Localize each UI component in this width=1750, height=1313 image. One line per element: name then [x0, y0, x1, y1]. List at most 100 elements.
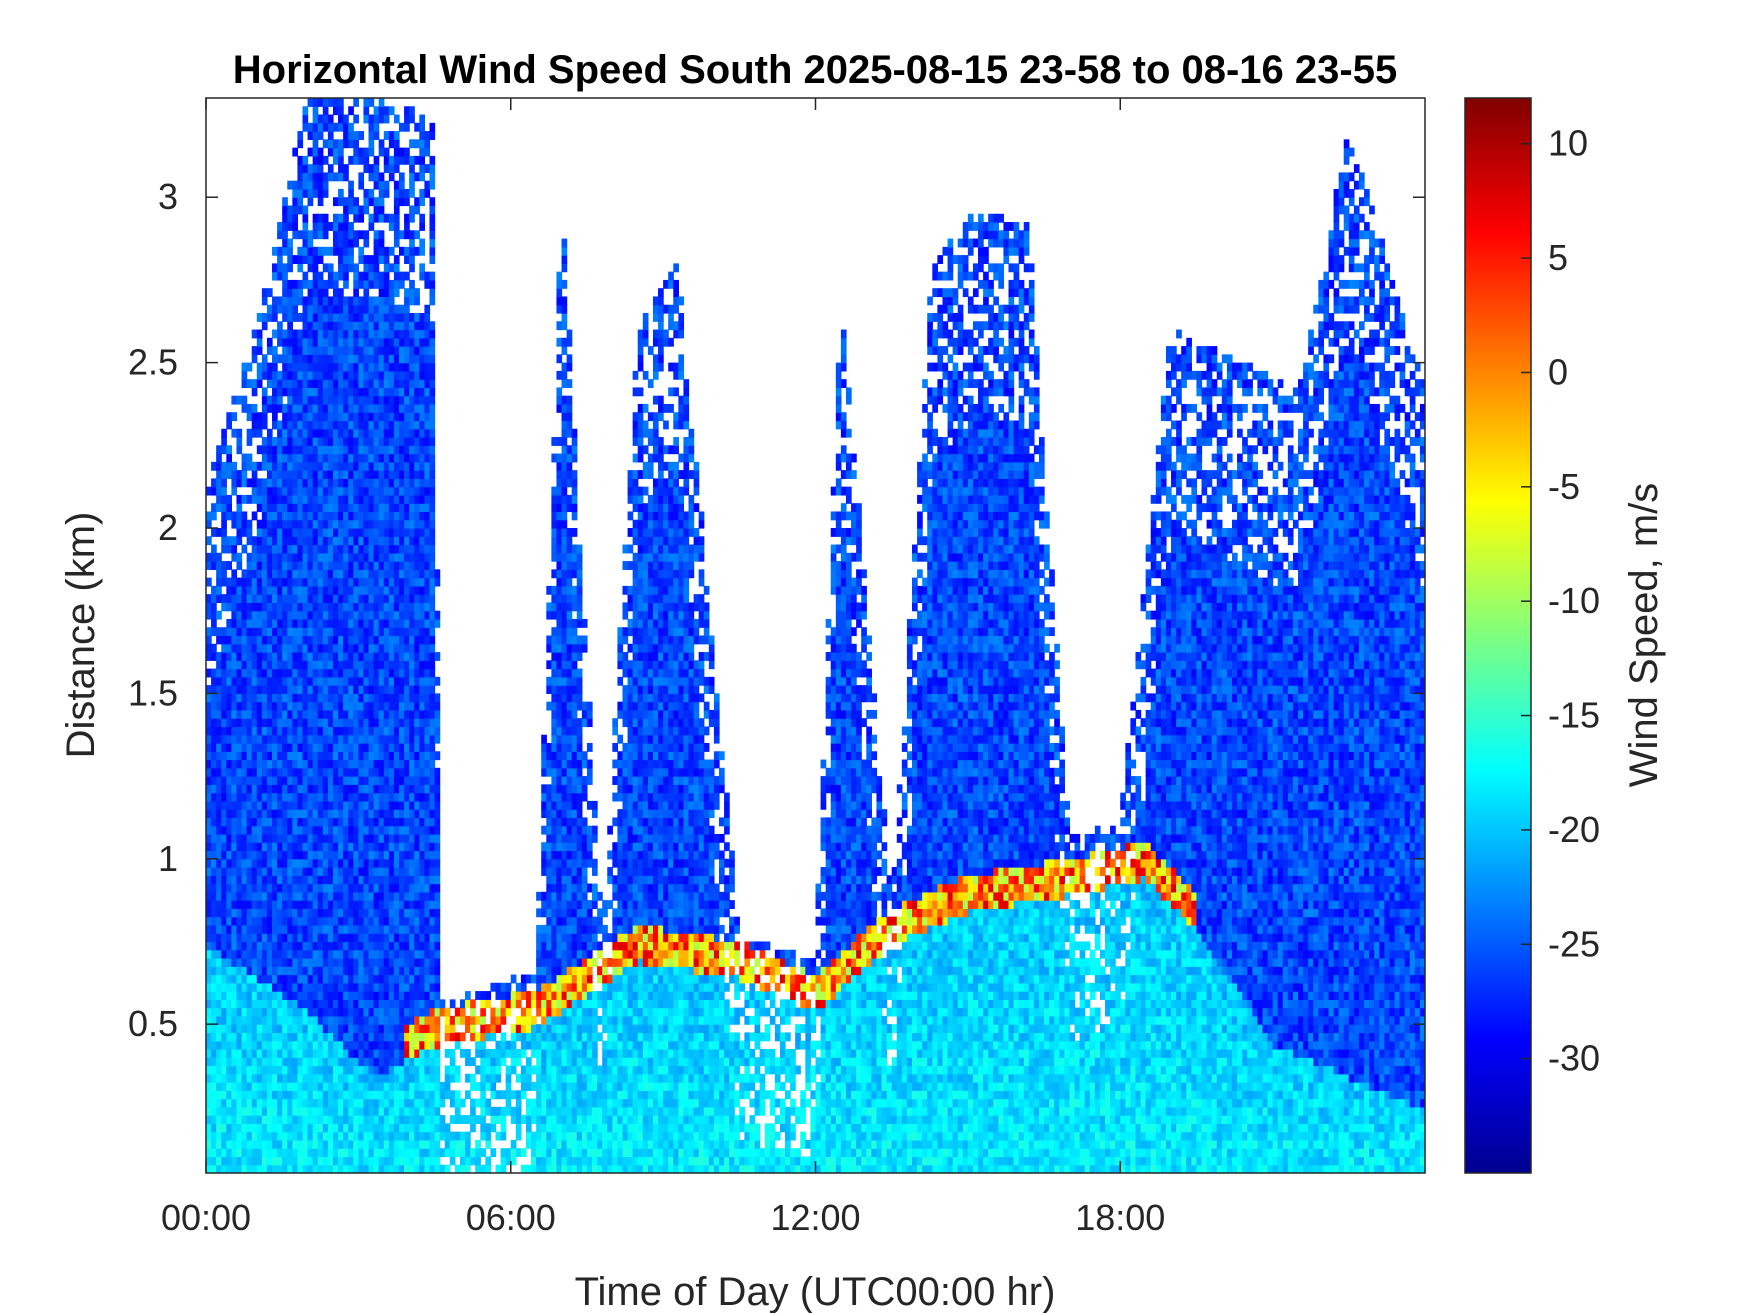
heatmap-cell: [312, 602, 319, 612]
heatmap-cell: [332, 1032, 339, 1042]
heatmap-cell: [378, 767, 385, 777]
heatmap-cell: [348, 561, 354, 570]
heatmap-cell: [246, 924, 253, 934]
heatmap-cell: [241, 850, 248, 860]
heatmap-cell: [388, 900, 395, 909]
heatmap-cell: [272, 1131, 278, 1141]
heatmap-cell: [307, 1057, 314, 1067]
heatmap-cell: [393, 453, 400, 463]
heatmap-cell: [241, 991, 248, 1000]
heatmap-cell: [399, 528, 405, 537]
heatmap-cell: [353, 850, 359, 860]
heatmap-cell: [338, 552, 344, 562]
heatmap-cell: [282, 569, 288, 579]
heatmap-cell: [287, 875, 293, 885]
heatmap-cell: [368, 833, 375, 843]
heatmap-cell: [322, 395, 329, 405]
heatmap-cell: [393, 494, 400, 504]
heatmap-cell: [292, 958, 299, 967]
heatmap-cell: [393, 867, 400, 876]
heatmap-cell: [404, 767, 410, 777]
heatmap-cell: [312, 759, 319, 769]
heatmap-cell: [409, 1024, 415, 1034]
heatmap-cell: [429, 709, 436, 719]
heatmap-cell: [241, 982, 248, 992]
heatmap-cell: [378, 916, 385, 926]
heatmap-cell: [383, 445, 390, 455]
heatmap-cell: [409, 370, 415, 380]
heatmap-cell: [368, 1007, 375, 1017]
heatmap-cell: [404, 618, 410, 628]
heatmap-cell: [338, 1164, 344, 1173]
heatmap-cell: [409, 453, 415, 463]
heatmap-cell: [373, 561, 380, 570]
heatmap-cell: [236, 1123, 243, 1133]
heatmap-cell: [429, 842, 436, 852]
heatmap-cell: [393, 213, 400, 223]
heatmap-cell: [277, 246, 283, 256]
heatmap-cell: [373, 519, 380, 529]
heatmap-cell: [246, 1048, 253, 1058]
heatmap-cell: [332, 1164, 339, 1173]
heatmap-cell: [409, 461, 415, 471]
heatmap-cell: [302, 569, 309, 579]
heatmap-cell: [388, 800, 395, 810]
heatmap-cell: [332, 652, 339, 661]
heatmap-cell: [226, 743, 232, 752]
heatmap-cell: [302, 503, 309, 513]
heatmap-cell: [231, 643, 238, 653]
heatmap-cell: [287, 751, 293, 761]
heatmap-cell: [414, 346, 420, 355]
heatmap-cell: [404, 552, 410, 562]
heatmap-cell: [409, 1048, 415, 1058]
heatmap-cell: [348, 494, 354, 504]
heatmap-cell: [272, 1082, 278, 1091]
heatmap-cell: [373, 924, 380, 934]
heatmap-cell: [424, 800, 431, 810]
heatmap-cell: [292, 445, 299, 455]
heatmap-cell: [373, 618, 380, 628]
heatmap-cell: [317, 949, 324, 959]
heatmap-cell: [353, 337, 359, 347]
heatmap-cell: [322, 329, 329, 339]
heatmap-cell: [226, 941, 232, 951]
heatmap-cell: [409, 1007, 415, 1017]
heatmap-cell: [378, 379, 385, 389]
heatmap-cell: [282, 908, 288, 918]
heatmap-cell: [307, 958, 314, 967]
heatmap-cell: [327, 974, 334, 984]
heatmap-cell: [348, 346, 354, 355]
heatmap-cell: [393, 974, 400, 984]
heatmap-cell: [302, 230, 309, 240]
heatmap-cell: [348, 743, 354, 752]
heatmap-cell: [236, 759, 243, 769]
heatmap-cell: [317, 1040, 324, 1050]
heatmap-cell: [358, 784, 365, 794]
heatmap-cell: [332, 999, 339, 1009]
heatmap-cell: [302, 916, 309, 926]
heatmap-cell: [399, 627, 405, 637]
heatmap-cell: [363, 1065, 370, 1075]
heatmap-cell: [221, 974, 227, 984]
heatmap-cell: [317, 792, 324, 802]
heatmap-cell: [322, 1007, 329, 1017]
heatmap-cell: [332, 767, 339, 777]
heatmap-cell: [338, 1065, 344, 1075]
heatmap-cell: [221, 1048, 227, 1058]
heatmap-cell: [256, 1139, 263, 1149]
heatmap-cell: [302, 362, 309, 372]
heatmap-cell: [251, 776, 258, 785]
heatmap-cell: [322, 701, 329, 711]
heatmap-cell: [414, 685, 420, 694]
heatmap-cell: [282, 1015, 288, 1025]
heatmap-cell: [287, 585, 293, 595]
heatmap-cell: [429, 1073, 436, 1083]
heatmap-cell: [266, 743, 273, 752]
heatmap-cell: [231, 974, 238, 984]
heatmap-cell: [419, 743, 426, 752]
heatmap-cell: [378, 279, 385, 289]
heatmap-cell: [251, 833, 258, 843]
heatmap-cell: [348, 180, 354, 190]
heatmap-cell: [256, 709, 263, 719]
heatmap-cell: [221, 982, 227, 992]
